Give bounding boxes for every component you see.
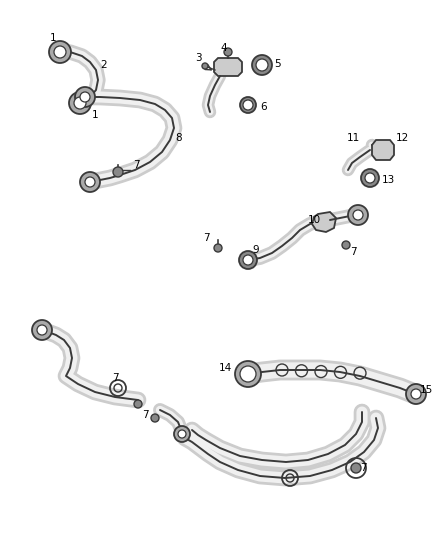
Polygon shape [312, 212, 336, 232]
Circle shape [69, 92, 91, 114]
Circle shape [74, 97, 86, 109]
Circle shape [235, 361, 261, 387]
Circle shape [202, 63, 208, 69]
Text: 3: 3 [195, 53, 202, 63]
Circle shape [134, 400, 142, 408]
Circle shape [348, 205, 368, 225]
Circle shape [256, 59, 268, 71]
Circle shape [49, 41, 71, 63]
Circle shape [342, 241, 350, 249]
Circle shape [113, 167, 123, 177]
Text: 12: 12 [396, 133, 409, 143]
Text: 8: 8 [175, 133, 182, 143]
Text: 7: 7 [142, 410, 148, 420]
Text: 15: 15 [420, 385, 433, 395]
Text: 5: 5 [274, 59, 281, 69]
Text: 1: 1 [49, 33, 57, 43]
Circle shape [239, 251, 257, 269]
Text: 7: 7 [133, 160, 140, 170]
Circle shape [224, 48, 232, 56]
Text: 7: 7 [203, 233, 210, 243]
Polygon shape [214, 58, 242, 76]
Circle shape [151, 414, 159, 422]
Circle shape [32, 320, 52, 340]
Circle shape [411, 389, 421, 399]
Text: 7: 7 [350, 247, 357, 257]
Circle shape [178, 430, 186, 438]
Circle shape [365, 173, 375, 183]
Circle shape [252, 55, 272, 75]
Text: 10: 10 [308, 215, 321, 225]
Circle shape [80, 92, 90, 102]
Polygon shape [372, 140, 394, 160]
Circle shape [174, 426, 190, 442]
Circle shape [243, 255, 253, 265]
Text: 4: 4 [221, 43, 227, 53]
Circle shape [240, 366, 256, 382]
Text: 7: 7 [360, 463, 367, 473]
Text: 2: 2 [100, 60, 106, 70]
Circle shape [214, 244, 222, 252]
Circle shape [361, 169, 379, 187]
Circle shape [406, 384, 426, 404]
Circle shape [37, 325, 47, 335]
Text: 13: 13 [382, 175, 395, 185]
Text: 14: 14 [219, 363, 232, 373]
Circle shape [54, 46, 66, 58]
Circle shape [353, 210, 363, 220]
Text: 11: 11 [347, 133, 360, 143]
Circle shape [75, 87, 95, 107]
Text: 9: 9 [252, 245, 258, 255]
Circle shape [351, 463, 361, 473]
Circle shape [85, 177, 95, 187]
Circle shape [243, 100, 253, 110]
Text: 6: 6 [260, 102, 267, 112]
Circle shape [80, 172, 100, 192]
Circle shape [240, 97, 256, 113]
Text: 7: 7 [112, 373, 119, 383]
Text: 1: 1 [92, 110, 99, 120]
